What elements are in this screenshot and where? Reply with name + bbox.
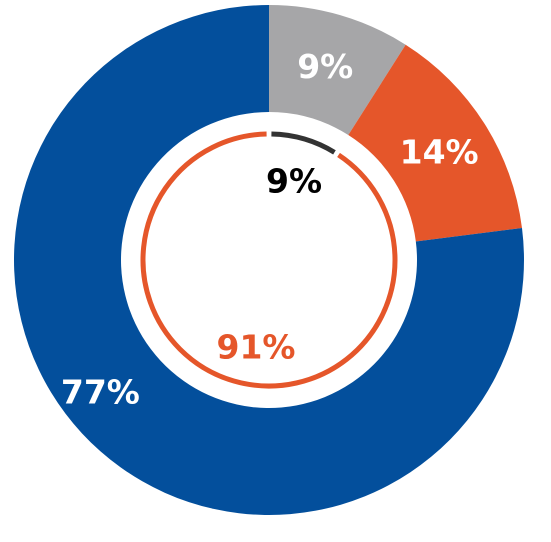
outer-ring (14, 5, 524, 515)
outer-slice-label-0: 9% (297, 47, 353, 86)
inner-arc-1 (140, 131, 398, 389)
outer-slice-label-1: 14% (400, 133, 479, 172)
outer-slice-2 (14, 5, 524, 515)
inner-label-1: 91% (217, 328, 296, 367)
inner-ring (140, 131, 398, 389)
outer-slice-0 (269, 5, 406, 136)
labels: 9% 14% 77% 9% 91% (61, 47, 479, 411)
inner-label-0: 9% (266, 162, 322, 201)
outer-slice-label-2: 77% (61, 372, 140, 411)
inner-arc-0 (271, 131, 336, 155)
outer-slice-1 (348, 44, 522, 242)
